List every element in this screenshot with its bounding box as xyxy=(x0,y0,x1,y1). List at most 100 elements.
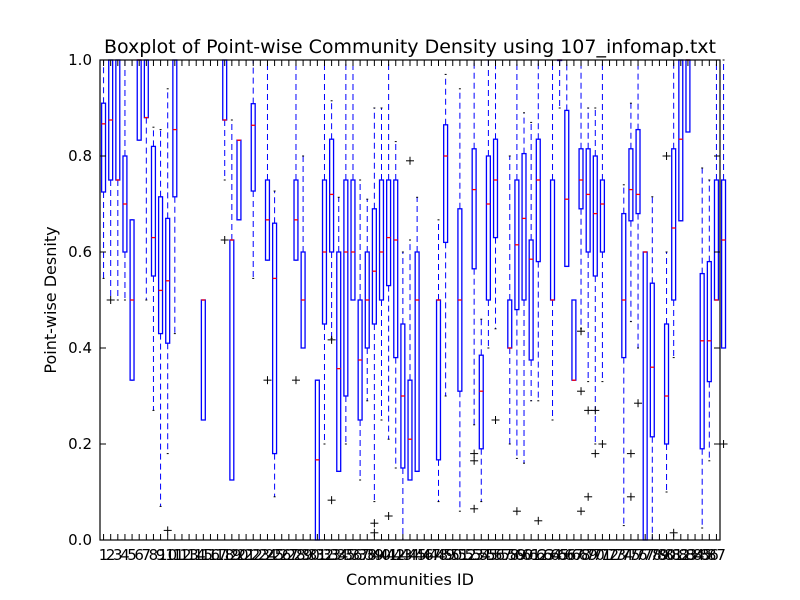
chart-title: Boxplot of Point-wise Community Density … xyxy=(104,36,716,58)
iqr-box xyxy=(150,145,157,277)
box-community-5 xyxy=(129,219,135,381)
iqr-box xyxy=(628,148,634,222)
box-community-78 xyxy=(649,196,655,541)
x-tick-label: 37 xyxy=(351,546,370,564)
x-tick-label: 57 xyxy=(493,546,512,564)
x-tick-label: 45 xyxy=(408,546,427,564)
iqr-box xyxy=(485,155,492,301)
box-community-42 xyxy=(393,141,399,469)
x-tick-label: 11 xyxy=(165,546,184,564)
x-tick-label: 7 xyxy=(142,546,152,564)
box-community-76 xyxy=(634,59,643,408)
x-tick-label: 46 xyxy=(415,546,434,564)
x-tick-label: 13 xyxy=(180,546,199,564)
x-tick-label: 48 xyxy=(429,546,448,564)
iqr-box xyxy=(443,124,449,244)
y-tick-label: 0.2 xyxy=(68,435,92,453)
x-tick-label: 39 xyxy=(365,546,384,564)
iqr-box xyxy=(592,155,598,277)
box-community-38 xyxy=(364,198,370,402)
box-community-74 xyxy=(621,184,627,527)
x-tick-label: 35 xyxy=(336,546,355,564)
x-tick-label: 71 xyxy=(593,546,612,564)
box-community-61 xyxy=(528,121,534,402)
x-tick-label: 49 xyxy=(436,546,455,564)
y-axis: 0.0 0.2 0.4 0.6 0.8 1.0 xyxy=(68,51,720,549)
plot-area xyxy=(100,59,728,541)
box-community-6 xyxy=(136,59,142,141)
iqr-box xyxy=(599,179,606,253)
box-community-45 xyxy=(414,196,420,473)
iqr-box xyxy=(621,212,627,359)
x-tick-label: 34 xyxy=(329,546,348,564)
iqr-box xyxy=(578,148,584,210)
box-community-31 xyxy=(314,379,320,541)
box-community-54 xyxy=(478,318,484,503)
x-tick-label: 56 xyxy=(486,546,505,564)
x-tick-label: 81 xyxy=(664,546,683,564)
iqr-box xyxy=(635,128,641,215)
box-community-59 xyxy=(512,59,521,516)
box-community-34 xyxy=(336,196,342,473)
box-community-33 xyxy=(327,100,336,505)
x-tick-label: 72 xyxy=(600,546,619,564)
iqr-box xyxy=(699,272,705,450)
x-tick-label: 66 xyxy=(557,546,576,564)
box-community-10 xyxy=(163,88,172,535)
iqr-box xyxy=(336,251,342,473)
iqr-box xyxy=(649,282,655,438)
box-community-69 xyxy=(584,107,593,501)
iqr-box xyxy=(393,179,399,359)
x-tick-label: 38 xyxy=(358,546,377,564)
x-tick-label: 76 xyxy=(628,546,647,564)
iqr-box xyxy=(328,138,335,253)
iqr-box xyxy=(564,109,570,268)
iqr-box xyxy=(378,179,385,301)
x-tick-label: 73 xyxy=(607,546,626,564)
x-tick-label: 64 xyxy=(543,546,562,564)
box-community-81 xyxy=(669,59,678,537)
box-community-32 xyxy=(321,59,328,445)
box-community-2 xyxy=(106,59,115,304)
x-tick-label: 2 xyxy=(106,546,116,564)
x-tick-label: 6 xyxy=(134,546,144,564)
x-tick-label: 44 xyxy=(400,546,419,564)
box-community-35 xyxy=(343,59,349,445)
x-tick-label: 8 xyxy=(149,546,159,564)
x-tick-label: 75 xyxy=(621,546,640,564)
iqr-box xyxy=(350,179,356,301)
box-community-82 xyxy=(678,59,684,222)
x-tick-label: 83 xyxy=(678,546,697,564)
box-community-22 xyxy=(250,59,256,279)
box-community-1 xyxy=(100,59,107,279)
box-community-83 xyxy=(685,59,691,133)
box-community-25 xyxy=(271,190,278,498)
box-community-29 xyxy=(300,155,306,349)
x-tick-label: 78 xyxy=(643,546,662,564)
box-community-71 xyxy=(598,59,607,448)
box-community-53 xyxy=(470,59,479,513)
box-community-41 xyxy=(384,59,393,520)
x-axis-label: Communities ID xyxy=(346,570,474,589)
iqr-box xyxy=(585,148,591,253)
box-community-51 xyxy=(457,88,463,512)
box-community-66 xyxy=(564,59,570,268)
box-community-36 xyxy=(350,59,356,301)
box-community-58 xyxy=(507,155,513,445)
box-community-3 xyxy=(115,59,121,301)
iqr-box xyxy=(685,59,691,133)
x-tick-label: 19 xyxy=(222,546,241,564)
x-tick-label: 47 xyxy=(422,546,441,564)
box-community-67 xyxy=(571,299,577,381)
x-tick-label: 23 xyxy=(251,546,270,564)
x-tick-label: 63 xyxy=(536,546,555,564)
x-tick-label: 74 xyxy=(614,546,633,564)
x-tick-label: 24 xyxy=(258,546,277,564)
box-community-65 xyxy=(557,59,563,109)
x-tick-label: 52 xyxy=(457,546,476,564)
x-tick-label: 86 xyxy=(700,546,719,564)
x-tick-label: 27 xyxy=(279,546,298,564)
x-tick-label: 55 xyxy=(479,546,498,564)
iqr-box xyxy=(271,222,278,455)
